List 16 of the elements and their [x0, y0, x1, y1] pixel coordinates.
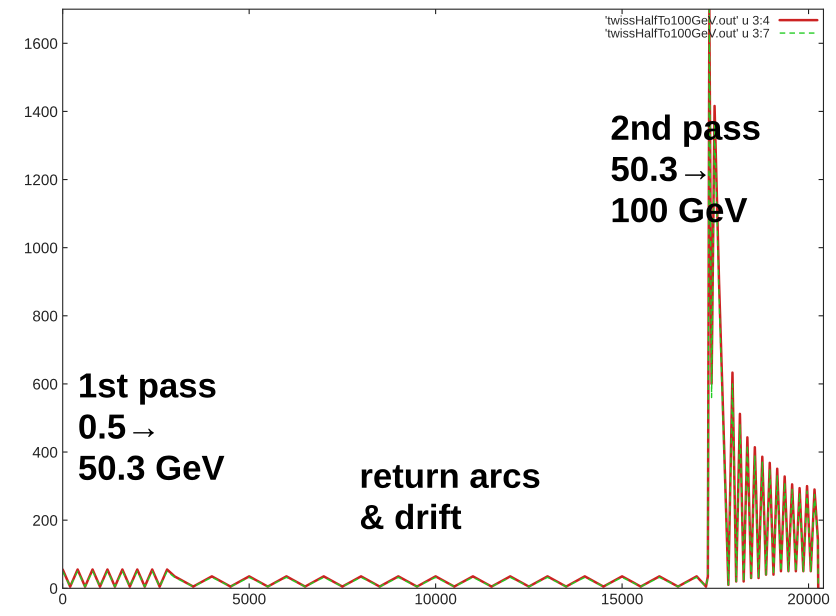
y-tick-label: 400	[32, 446, 58, 458]
x-tick-label: 10000	[416, 594, 456, 604]
y-tick-label: 200	[33, 515, 58, 526]
x-tick-label: 0	[59, 594, 66, 604]
x-tick-label: 20000	[788, 594, 830, 604]
y-tick-label: 600	[33, 378, 58, 390]
annotation: 1st pass 0.5→ 50.3 GeV	[78, 374, 224, 480]
x-tick-label: 5000	[232, 594, 266, 604]
y-tick-label: 1400	[25, 106, 58, 118]
y-tick-label: 800	[33, 310, 58, 322]
y-tick-label: 1600	[25, 38, 58, 49]
y-tick-label: 1200	[25, 174, 58, 186]
y-tick-label: 1000	[25, 242, 58, 254]
x-tick-label: 15000	[602, 594, 643, 604]
annotation: return arcs & drift	[360, 465, 540, 530]
y-tick-label: 0	[50, 583, 58, 594]
